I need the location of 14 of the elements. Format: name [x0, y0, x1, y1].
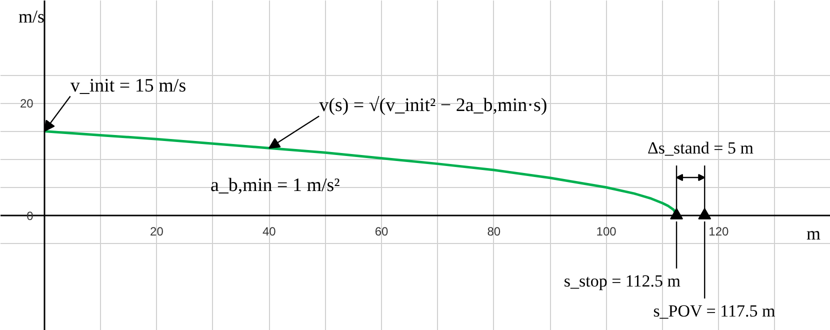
y-axis-title: m/s: [18, 6, 45, 26]
annotation: a_b,min = 1 m/s²: [210, 175, 340, 196]
x-tick-label: 80: [487, 224, 501, 238]
x-tick-label: 120: [708, 224, 730, 238]
x-axis-title: m: [806, 223, 821, 244]
annotation: v(s) = √(v_init² − 2a_b,min·s): [319, 95, 548, 116]
annotation: v_init = 15 m/s: [70, 75, 186, 96]
annotation: s_POV = 117.5 m: [653, 302, 776, 320]
x-tick-label: 100: [596, 224, 617, 238]
annotation: Δs_stand = 5 m: [648, 138, 754, 158]
x-tick-label: 60: [374, 224, 388, 238]
x-tick-label: 40: [262, 224, 276, 238]
annotation: s_stop = 112.5 m: [564, 272, 681, 290]
x-tick-label: 20: [150, 224, 164, 238]
